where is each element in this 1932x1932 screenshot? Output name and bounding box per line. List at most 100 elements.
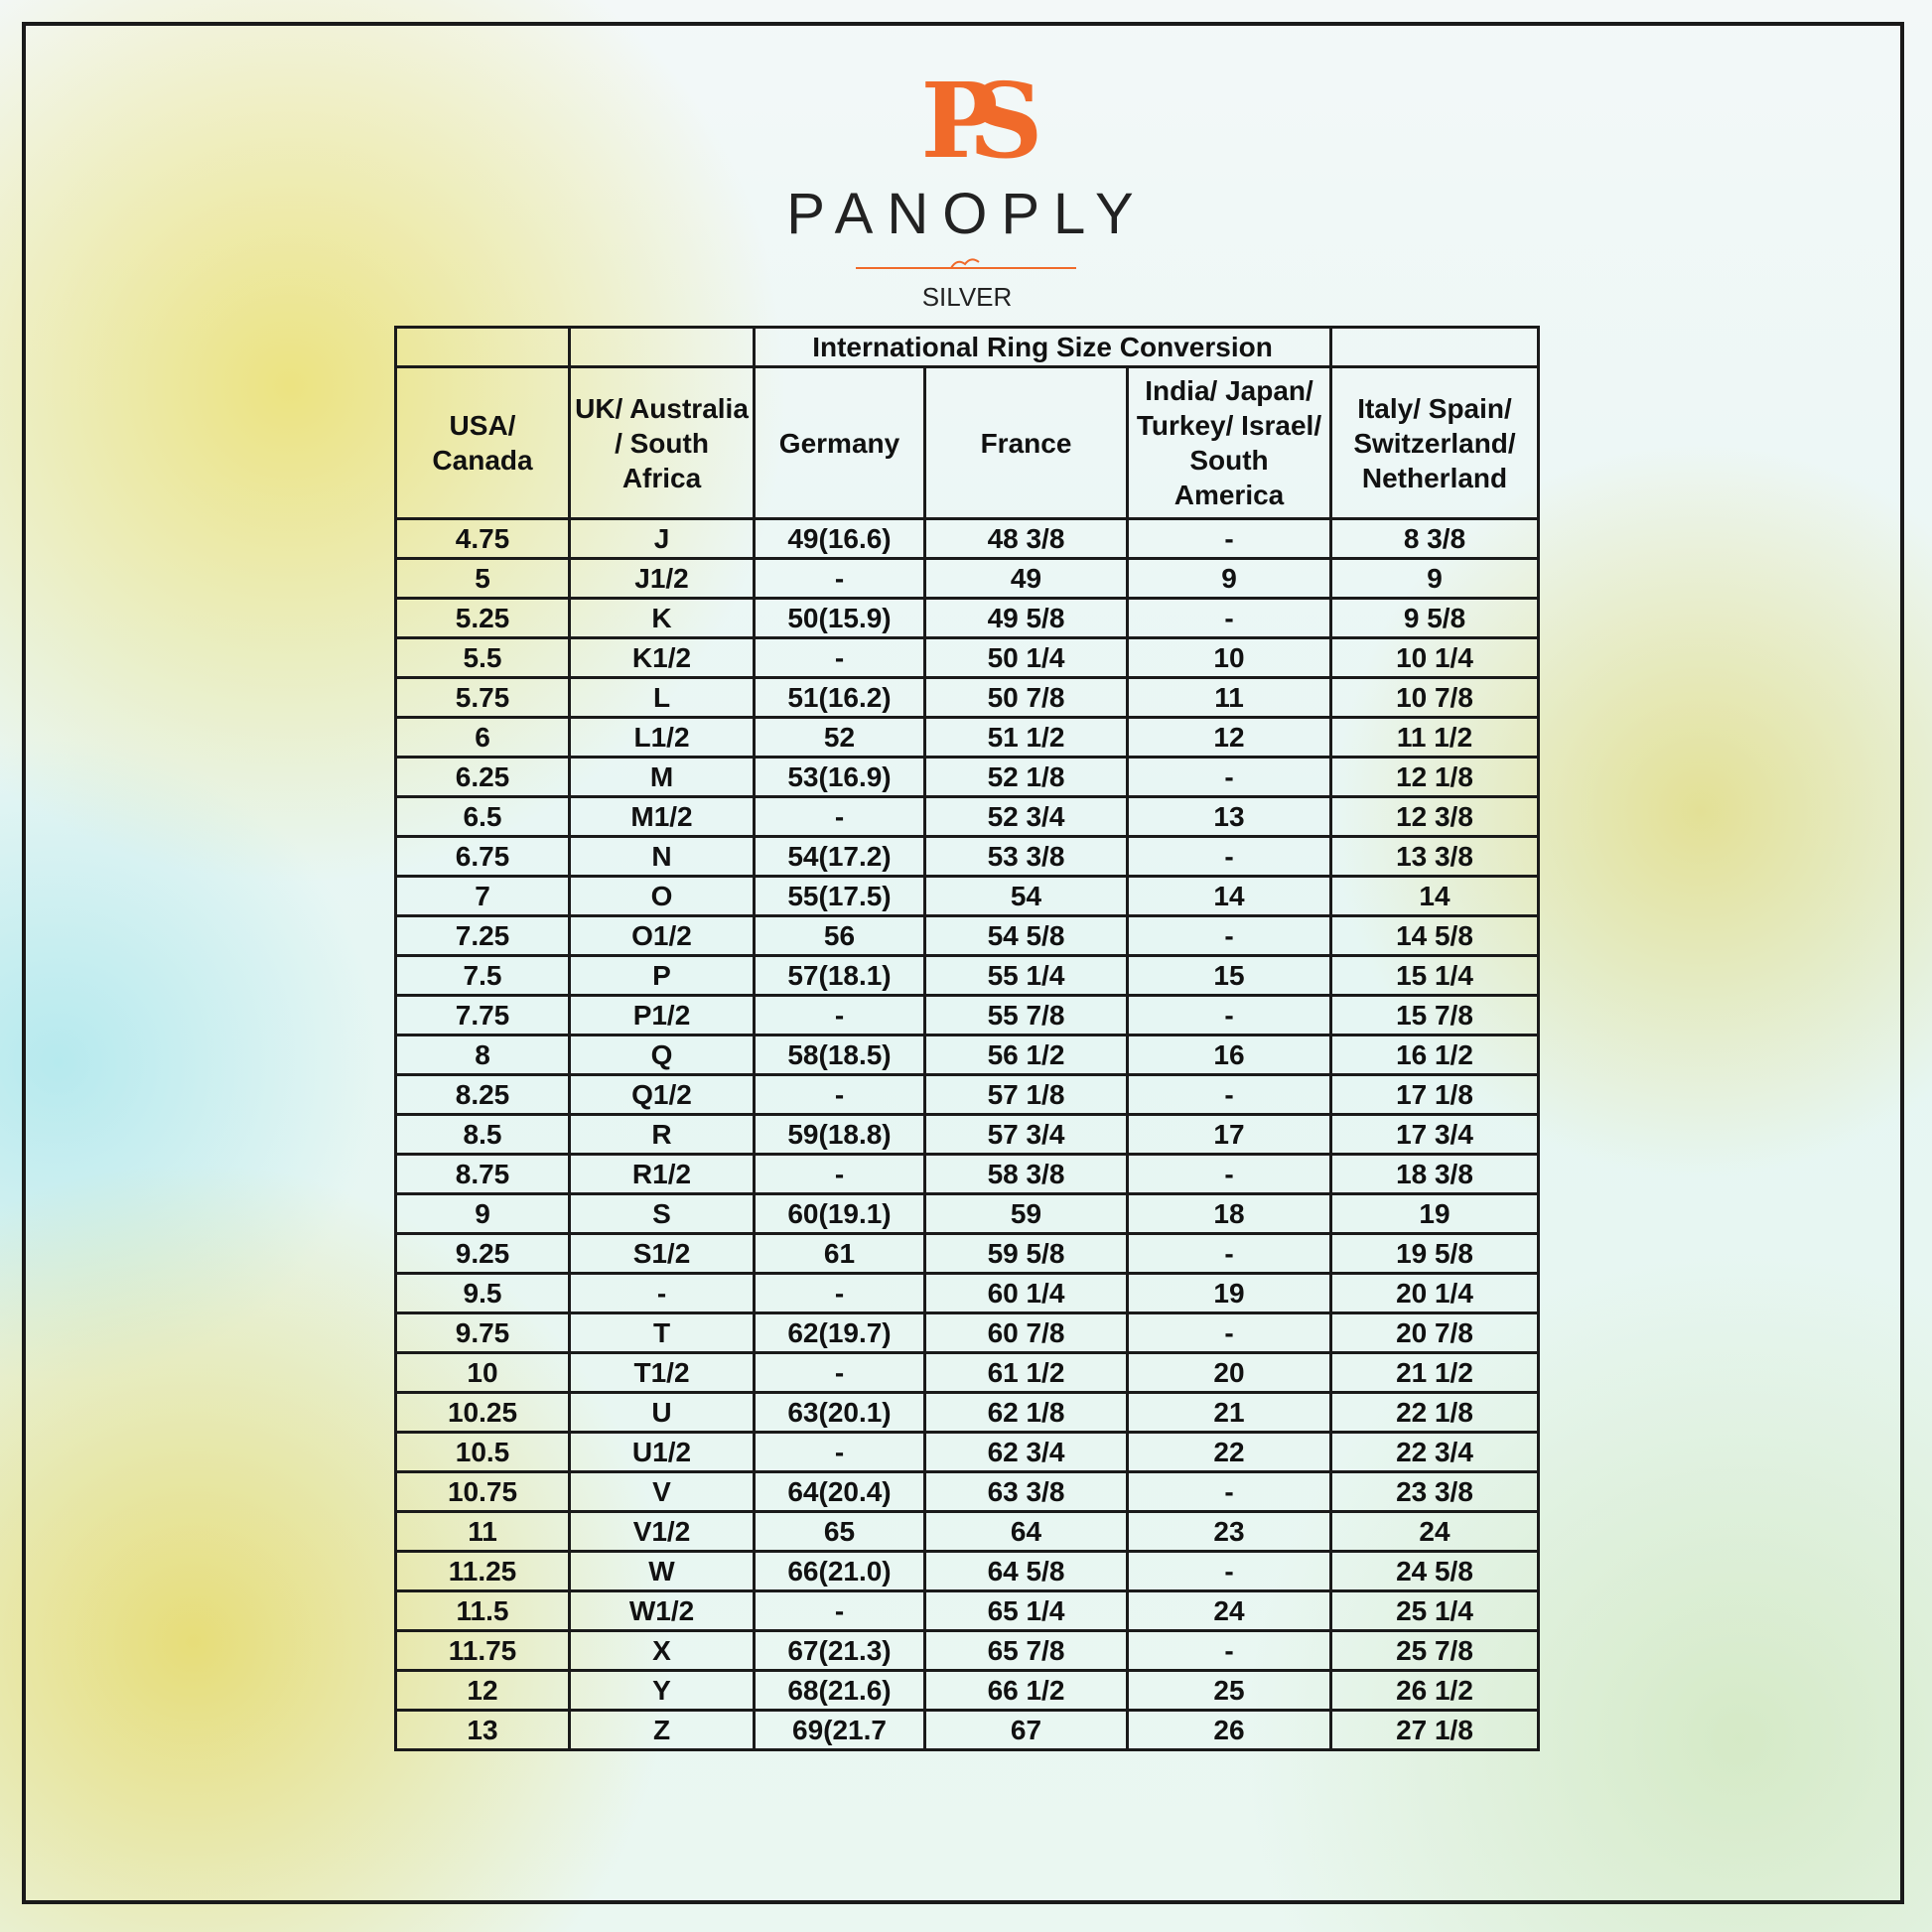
cell: 25 7/8 — [1329, 1629, 1540, 1672]
table-row: 9.75 T 62(19.7) 60 7/8-20 7/8 — [394, 1311, 1540, 1354]
empty-cell — [568, 326, 756, 368]
cell: Y — [568, 1669, 756, 1712]
cell: 55 1/4 — [923, 954, 1129, 997]
table-row: 5.25 K 50(15.9) 49 5/8-9 5/8 — [394, 597, 1540, 639]
cell: Q — [568, 1034, 756, 1076]
table-row: 4.75 J 49(16.6) 48 3/8-8 3/8 — [394, 517, 1540, 560]
cell: 12 — [394, 1669, 571, 1712]
cell: R — [568, 1113, 756, 1156]
cell: U1/2 — [568, 1431, 756, 1473]
cell: 53(16.9) — [753, 756, 926, 798]
cell: 9.75 — [394, 1311, 571, 1354]
header-row: USA/ Canada UK/ Australia / South Africa G… — [394, 365, 1540, 520]
cell: 11.75 — [394, 1629, 571, 1672]
cell: 49 5/8 — [923, 597, 1129, 639]
cell: 20 — [1126, 1351, 1332, 1394]
cell: 63(20.1) — [753, 1391, 926, 1434]
cell: 67(21.3) — [753, 1629, 926, 1672]
cell: 51(16.2) — [753, 676, 926, 719]
cell: 13 — [1126, 795, 1332, 838]
cell: W1/2 — [568, 1589, 756, 1632]
cell: 27 1/8 — [1329, 1709, 1540, 1751]
cell: 64 5/8 — [923, 1550, 1129, 1592]
column-header: Italy/ Spain/ Switzerland/ Netherland — [1329, 365, 1540, 520]
cell: 7.25 — [394, 914, 571, 957]
cell: 57 1/8 — [923, 1073, 1129, 1116]
cell: - — [753, 1073, 926, 1116]
cell: 48 3/8 — [923, 517, 1129, 560]
cell: 8.5 — [394, 1113, 571, 1156]
cell: Q1/2 — [568, 1073, 756, 1116]
cell: U — [568, 1391, 756, 1434]
cell: - — [753, 1431, 926, 1473]
subbrand: SILVER — [921, 282, 1013, 312]
cell: 23 3/8 — [1329, 1470, 1540, 1513]
table-row: 11.5 W1/2-65 1/4 24 25 1/4 — [394, 1589, 1540, 1632]
cell: 9.25 — [394, 1232, 571, 1275]
cell: 16 — [1126, 1034, 1332, 1076]
cell: 14 — [1126, 875, 1332, 917]
cell: 22 — [1126, 1431, 1332, 1473]
cell: 62 1/8 — [923, 1391, 1129, 1434]
cell: 12 3/8 — [1329, 795, 1540, 838]
cell: R1/2 — [568, 1153, 756, 1195]
cell: 52 3/4 — [923, 795, 1129, 838]
cell: 24 — [1126, 1589, 1332, 1632]
cell: 58(18.5) — [753, 1034, 926, 1076]
cell: 24 — [1329, 1510, 1540, 1553]
cell: 15 — [1126, 954, 1332, 997]
cell: 64 — [923, 1510, 1129, 1553]
cell: - — [753, 557, 926, 600]
cell: 14 — [1329, 875, 1540, 917]
cell: 15 7/8 — [1329, 994, 1540, 1036]
cell: 61 1/2 — [923, 1351, 1129, 1394]
cell: V1/2 — [568, 1510, 756, 1553]
cell: L1/2 — [568, 716, 756, 759]
table-row: 6.25 M 53(16.9) 52 1/8-12 1/8 — [394, 756, 1540, 798]
table-row: 7.5 P 57(18.1) 55 1/4 15 15 1/4 — [394, 954, 1540, 997]
cell: 53 3/8 — [923, 835, 1129, 878]
cell: 5.75 — [394, 676, 571, 719]
cell: K — [568, 597, 756, 639]
cell: 60(19.1) — [753, 1192, 926, 1235]
table-row: 11.75 X 67(21.3) 65 7/8-25 7/8 — [394, 1629, 1540, 1672]
table-row: 11.25 W 66(21.0) 64 5/8-24 5/8 — [394, 1550, 1540, 1592]
cell: 55 7/8 — [923, 994, 1129, 1036]
table-row: 6.75 N 54(17.2) 53 3/8-13 3/8 — [394, 835, 1540, 878]
cell: 17 3/4 — [1329, 1113, 1540, 1156]
table-row: 7.25 O1/2 56 54 5/8-14 5/8 — [394, 914, 1540, 957]
table-row: 6 L1/2 52 51 1/2 12 11 1/2 — [394, 716, 1540, 759]
cell: 19 — [1329, 1192, 1540, 1235]
cell: 26 1/2 — [1329, 1669, 1540, 1712]
cell: 50 1/4 — [923, 636, 1129, 679]
cell: 18 — [1126, 1192, 1332, 1235]
cell: 59 — [923, 1192, 1129, 1235]
cell: 10 — [394, 1351, 571, 1394]
empty-cell — [1329, 326, 1540, 368]
cell: 11.5 — [394, 1589, 571, 1632]
cell: 59(18.8) — [753, 1113, 926, 1156]
cell: 66(21.0) — [753, 1550, 926, 1592]
cell: - — [753, 1272, 926, 1314]
cell: 61 — [753, 1232, 926, 1275]
cell: 5.25 — [394, 597, 571, 639]
cell: N — [568, 835, 756, 878]
cell: S1/2 — [568, 1232, 756, 1275]
cell: 65 7/8 — [923, 1629, 1129, 1672]
ring-size-table: International Ring Size Conversion USA/ C… — [394, 326, 1540, 1751]
column-header: France — [923, 365, 1129, 520]
cell: O — [568, 875, 756, 917]
cell: 50(15.9) — [753, 597, 926, 639]
cell: 22 3/4 — [1329, 1431, 1540, 1473]
cell: 10 — [1126, 636, 1332, 679]
cell: 66 1/2 — [923, 1669, 1129, 1712]
cell: 20 7/8 — [1329, 1311, 1540, 1354]
cell: 65 1/4 — [923, 1589, 1129, 1632]
table-row: 13 Z 69(21.7 67 26 27 1/8 — [394, 1709, 1540, 1751]
cell: 25 — [1126, 1669, 1332, 1712]
cell: 18 3/8 — [1329, 1153, 1540, 1195]
cell: X — [568, 1629, 756, 1672]
cell: 9 5/8 — [1329, 597, 1540, 639]
cell: 8 3/8 — [1329, 517, 1540, 560]
cell: 14 5/8 — [1329, 914, 1540, 957]
